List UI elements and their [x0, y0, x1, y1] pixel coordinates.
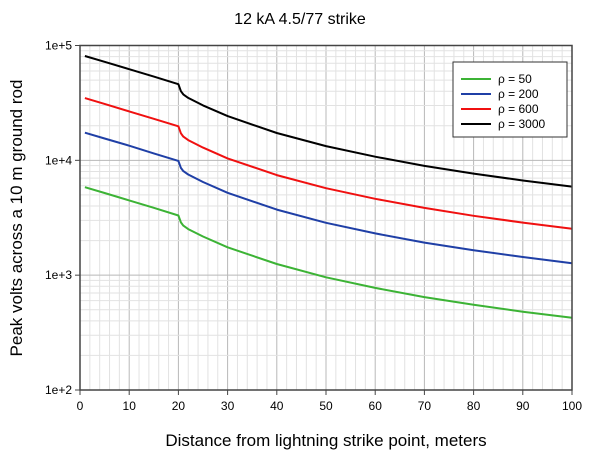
- x-tick-label: 90: [516, 399, 530, 413]
- legend-label: ρ = 50: [498, 72, 532, 86]
- x-tick-label: 10: [123, 399, 137, 413]
- y-tick-label: 1e+5: [45, 39, 72, 53]
- legend-label: ρ = 600: [498, 102, 539, 116]
- x-axis-label: Distance from lightning strike point, me…: [165, 431, 486, 450]
- x-tick-label: 50: [319, 399, 333, 413]
- x-tick-label: 60: [369, 399, 383, 413]
- x-tick-label: 40: [270, 399, 284, 413]
- chart-title: 12 kA 4.5/77 strike: [234, 11, 366, 28]
- y-tick-label: 1e+4: [45, 153, 72, 167]
- series-line: [84, 97, 573, 230]
- series-lines: [84, 55, 573, 319]
- ticks: 0 10 20 30 40 50 60 70 80 90 100 1e+2 1e+3 1e+4 1e+5: [45, 39, 582, 414]
- legend-label: ρ = 3000: [498, 117, 546, 131]
- x-tick-label: 100: [562, 399, 582, 413]
- x-tick-label: 70: [418, 399, 432, 413]
- y-tick-label: 1e+3: [45, 268, 72, 282]
- x-tick-label: 0: [77, 399, 84, 413]
- grid: [79, 45, 573, 391]
- series-line: [84, 55, 573, 188]
- legend-label: ρ = 200: [498, 87, 539, 101]
- x-tick-label: 30: [221, 399, 235, 413]
- series-line: [84, 186, 573, 319]
- y-axis-label: Peak volts across a 10 m ground rod: [7, 80, 26, 357]
- y-tick-label: 1e+2: [45, 383, 72, 397]
- series-line: [84, 131, 573, 265]
- x-tick-label: 20: [172, 399, 186, 413]
- x-tick-label: 80: [467, 399, 481, 413]
